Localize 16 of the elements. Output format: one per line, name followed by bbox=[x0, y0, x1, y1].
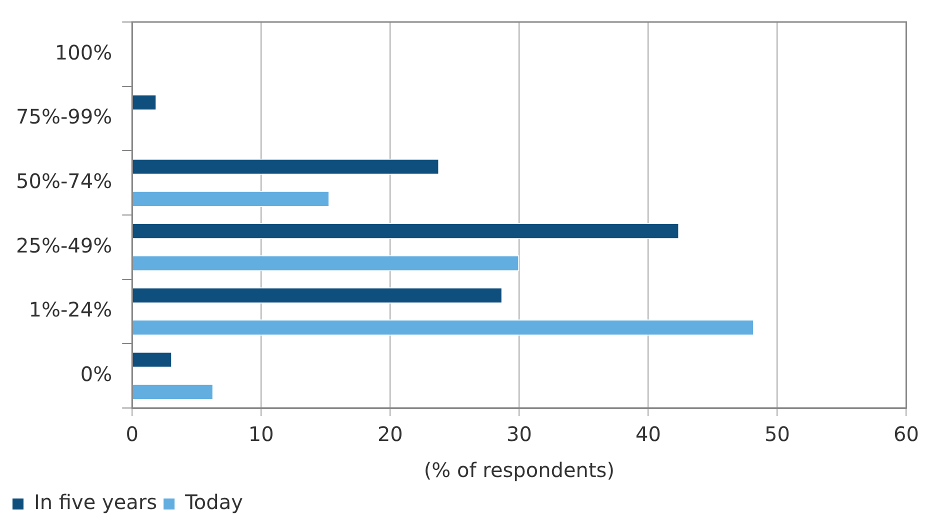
legend-label: Today bbox=[184, 490, 244, 514]
y-tick-label: 1%-24% bbox=[28, 298, 112, 322]
y-tick-label: 75%-99% bbox=[16, 104, 112, 129]
y-tick-label: 0% bbox=[80, 362, 112, 386]
x-tick-label: 20 bbox=[377, 422, 403, 446]
x-tick-label: 50 bbox=[764, 422, 790, 446]
x-tick-label: 60 bbox=[894, 422, 919, 446]
x-tick-label: 0 bbox=[126, 422, 138, 446]
y-tick-label: 100% bbox=[54, 40, 112, 64]
y-tick-label: 50%-74% bbox=[16, 169, 112, 194]
x-tick-label: 10 bbox=[248, 422, 274, 446]
legend-label: In five years bbox=[34, 490, 158, 514]
x-axis-title: (% of respondents) bbox=[424, 458, 615, 482]
y-tick-label: 25%-49% bbox=[16, 233, 112, 258]
x-tick-label: 30 bbox=[506, 422, 532, 446]
x-tick-label: 40 bbox=[636, 422, 661, 446]
